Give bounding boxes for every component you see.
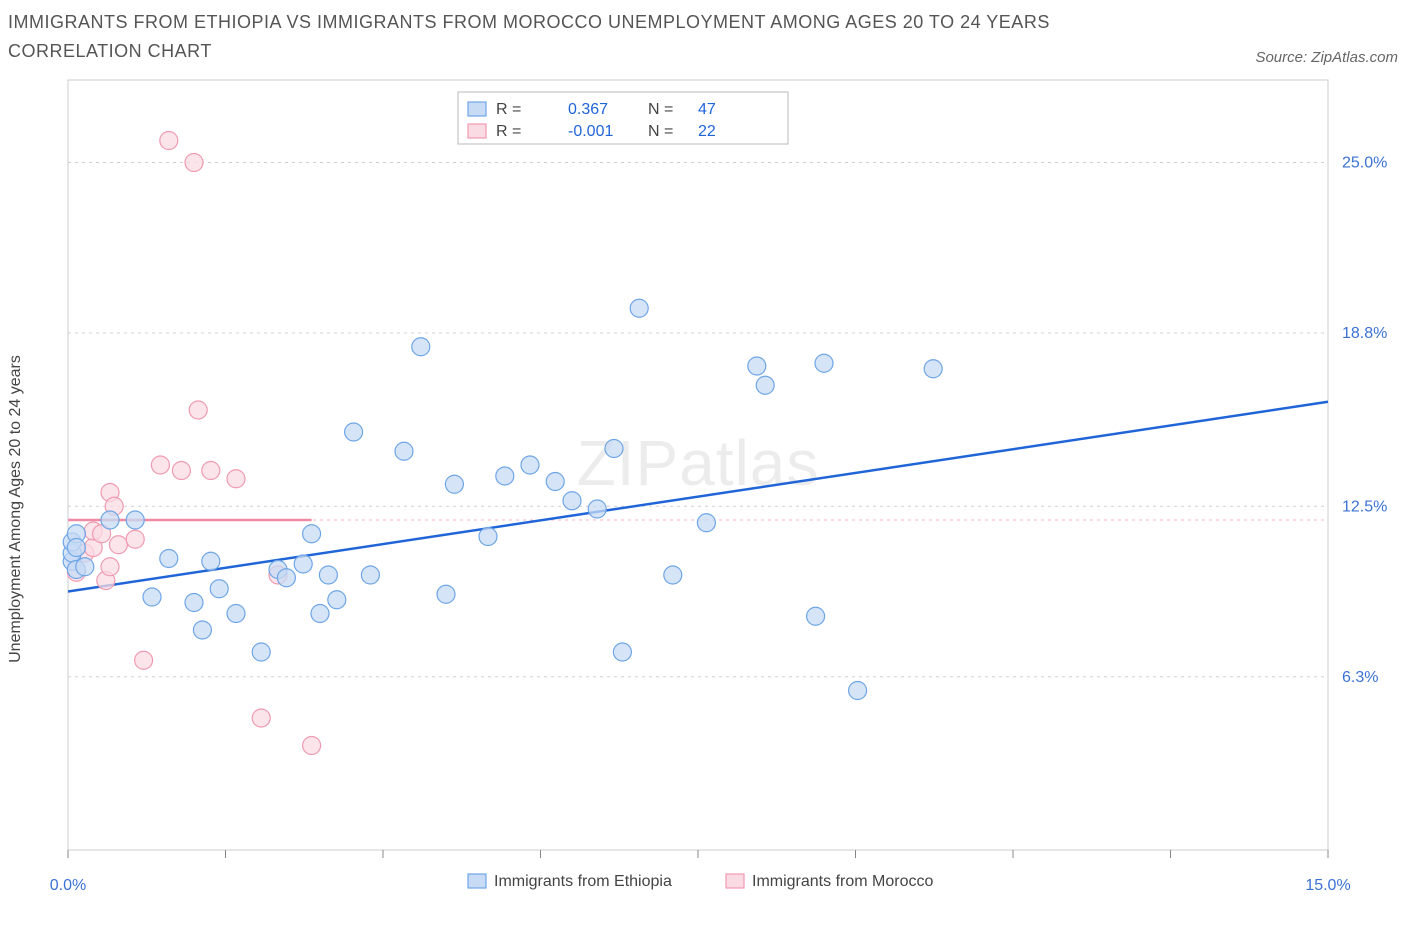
- legend-r-value: 0.367: [568, 101, 608, 118]
- data-point: [849, 681, 867, 699]
- legend-r-value: -0.001: [568, 123, 613, 140]
- data-point: [748, 357, 766, 375]
- data-point: [546, 472, 564, 490]
- data-point: [613, 643, 631, 661]
- legend-n-label: N =: [648, 101, 673, 118]
- x-tick-label: 0.0%: [50, 877, 86, 894]
- data-point: [303, 524, 321, 542]
- data-point: [67, 538, 85, 556]
- y-tick-label: 25.0%: [1342, 154, 1387, 171]
- data-point: [126, 511, 144, 529]
- data-point: [126, 530, 144, 548]
- data-point: [807, 607, 825, 625]
- data-point: [328, 590, 346, 608]
- data-point: [135, 651, 153, 669]
- legend-r-label: R =: [496, 123, 521, 140]
- y-tick-label: 6.3%: [1342, 668, 1378, 685]
- data-point: [277, 568, 295, 586]
- data-point: [924, 359, 942, 377]
- data-point: [202, 461, 220, 479]
- scatter-chart: 6.3% 12.5% 18.8% 25.0% 0.0% 15.0% ZIPatlas R = 0…: [8, 70, 1398, 930]
- data-point: [252, 643, 270, 661]
- legend-swatch: [726, 874, 744, 888]
- data-point: [496, 467, 514, 485]
- y-tick-label: 12.5%: [1342, 498, 1387, 515]
- legend-r-label: R =: [496, 101, 521, 118]
- data-point: [185, 593, 203, 611]
- data-point: [294, 555, 312, 573]
- data-point: [227, 469, 245, 487]
- data-point: [303, 736, 321, 754]
- data-point: [815, 354, 833, 372]
- data-point: [630, 299, 648, 317]
- data-point: [189, 401, 207, 419]
- data-point: [756, 376, 774, 394]
- legend-n-value: 47: [698, 101, 716, 118]
- data-point: [101, 511, 119, 529]
- data-point: [412, 337, 430, 355]
- data-point: [172, 461, 190, 479]
- legend-series-label: Immigrants from Morocco: [752, 873, 933, 890]
- watermark: ZIPatlas: [577, 427, 820, 499]
- data-point: [664, 566, 682, 584]
- data-point: [193, 621, 211, 639]
- data-point: [101, 557, 119, 575]
- legend-series-label: Immigrants from Ethiopia: [494, 873, 672, 890]
- data-point: [151, 456, 169, 474]
- y-axis-label: Unemployment Among Ages 20 to 24 years: [7, 355, 25, 663]
- legend-n-value: 22: [698, 123, 716, 140]
- data-point: [227, 604, 245, 622]
- data-point: [109, 535, 127, 553]
- data-point: [252, 709, 270, 727]
- data-point: [202, 552, 220, 570]
- data-point: [437, 585, 455, 603]
- data-point: [563, 491, 581, 509]
- data-point: [319, 566, 337, 584]
- data-point: [160, 131, 178, 149]
- data-point: [143, 588, 161, 606]
- data-point: [185, 153, 203, 171]
- data-point: [605, 439, 623, 457]
- data-point: [345, 423, 363, 441]
- data-point: [445, 475, 463, 493]
- chart-title: IMMIGRANTS FROM ETHIOPIA VS IMMIGRANTS F…: [8, 8, 1108, 66]
- data-point: [210, 579, 228, 597]
- y-tick-label: 18.8%: [1342, 325, 1387, 342]
- data-point: [479, 527, 497, 545]
- data-point: [160, 549, 178, 567]
- data-point: [588, 500, 606, 518]
- data-point: [697, 513, 715, 531]
- data-point: [361, 566, 379, 584]
- legend-swatch: [468, 874, 486, 888]
- source-attribution: Source: ZipAtlas.com: [1255, 49, 1398, 66]
- x-tick-label: 15.0%: [1305, 877, 1350, 894]
- header-row: IMMIGRANTS FROM ETHIOPIA VS IMMIGRANTS F…: [8, 8, 1398, 66]
- legend-swatch: [468, 124, 486, 138]
- data-point: [76, 557, 94, 575]
- legend-swatch: [468, 102, 486, 116]
- data-point: [521, 456, 539, 474]
- data-point: [395, 442, 413, 460]
- data-point: [311, 604, 329, 622]
- legend-n-label: N =: [648, 123, 673, 140]
- chart-container: Unemployment Among Ages 20 to 24 years 6…: [8, 70, 1398, 930]
